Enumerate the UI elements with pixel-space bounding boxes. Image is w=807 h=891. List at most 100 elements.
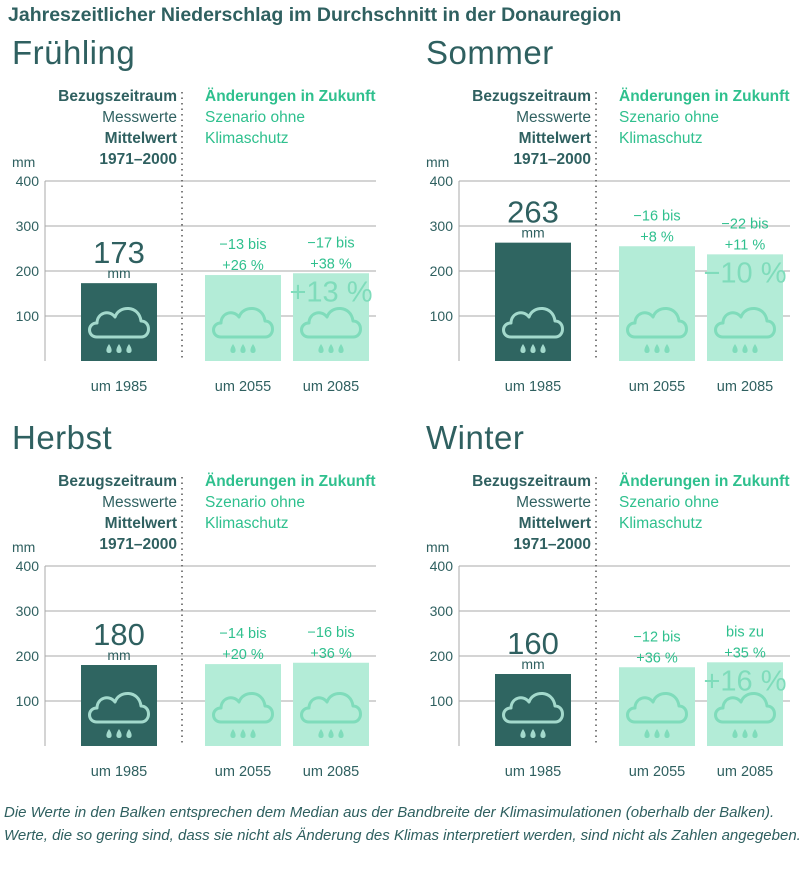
category-label: um 1985 (91, 764, 147, 780)
y-tick-label: 100 (16, 308, 40, 324)
cloud-shape (626, 307, 688, 339)
rain-cloud-icon (88, 307, 150, 353)
rain-drop (250, 344, 256, 353)
ref-line2: Messwerte (102, 109, 177, 126)
cloud-shape (88, 307, 150, 339)
cloud-shape (626, 692, 688, 724)
y-tick-label: 300 (430, 603, 454, 619)
ref-unit-label: mm (107, 647, 130, 663)
rain-cloud-icon (502, 692, 564, 738)
rain-drop (338, 729, 344, 738)
ref-value-label: 173 (93, 235, 145, 270)
y-tick-label: 400 (430, 173, 454, 189)
rain-drop (240, 344, 246, 353)
reference-legend: Bezugszeitraum Messwerte Mittelwert 1971… (472, 86, 591, 170)
rain-drop (230, 344, 236, 353)
y-axis-unit: mm (12, 539, 35, 555)
category-label: um 2085 (717, 764, 773, 780)
cloud-shape (300, 692, 362, 724)
rain-drop (126, 344, 132, 353)
ref-unit-label: mm (521, 225, 544, 241)
category-label: um 1985 (505, 379, 561, 395)
fut-line2: Szenario ohne (619, 494, 719, 511)
rain-drop (106, 729, 112, 738)
y-tick-label: 400 (16, 173, 40, 189)
rain-drop (752, 729, 758, 738)
rain-drop (742, 344, 748, 353)
change-range-label: −13 bis (219, 237, 266, 253)
rain-cloud-icon (300, 307, 362, 353)
ref-line4: 1971–2000 (99, 536, 177, 553)
rain-drop (240, 729, 246, 738)
ref-line3: Mittelwert (104, 515, 177, 532)
rain-drop (644, 344, 650, 353)
fut-line2: Szenario ohne (205, 494, 305, 511)
ref-line4: 1971–2000 (99, 151, 177, 168)
change-range-label: +11 % (725, 237, 766, 253)
rain-drop (530, 729, 536, 738)
change-range-label: −12 bis (633, 629, 680, 645)
rain-drop (520, 344, 526, 353)
main-title: Jahreszeitlicher Niederschlag im Durchsc… (8, 4, 622, 26)
ref-unit-label: mm (107, 265, 130, 281)
rain-cloud-icon (626, 307, 688, 353)
cloud-shape (502, 692, 564, 724)
change-range-label: +38 % (310, 256, 352, 272)
rain-cloud-icon (714, 307, 776, 353)
median-change-label: +16 % (703, 665, 786, 697)
rain-drop (328, 729, 334, 738)
ref-title: Bezugszeitraum (58, 88, 177, 105)
y-tick-label: 300 (16, 218, 40, 234)
rain-cloud-icon (300, 692, 362, 738)
y-axis-unit: mm (426, 154, 449, 170)
cloud-shape (714, 692, 776, 724)
rain-drop (654, 729, 660, 738)
rain-drop (732, 344, 738, 353)
rain-drop (654, 344, 660, 353)
rain-drop (230, 729, 236, 738)
category-label: um 2055 (215, 764, 271, 780)
ref-line3: Mittelwert (104, 130, 177, 147)
category-label: um 2055 (629, 379, 685, 395)
rain-drop (116, 344, 122, 353)
rain-drop (732, 729, 738, 738)
rain-drop (540, 344, 546, 353)
rain-drop (540, 729, 546, 738)
y-tick-label: 300 (430, 218, 454, 234)
y-tick-label: 200 (16, 648, 40, 664)
cloud-shape (212, 307, 274, 339)
y-tick-label: 400 (16, 558, 40, 574)
ref-title: Bezugszeitraum (58, 473, 177, 490)
season-title: Frühling (12, 34, 136, 71)
y-tick-label: 100 (430, 308, 454, 324)
change-range-label: +20 % (222, 647, 264, 663)
future-legend: Änderungen in Zukunft Szenario ohne Klim… (205, 86, 375, 149)
rain-cloud-icon (502, 307, 564, 353)
season-title: Herbst (12, 419, 113, 456)
cloud-shape (212, 692, 274, 724)
change-range-label: +26 % (222, 258, 264, 274)
rain-drop (530, 344, 536, 353)
bar (707, 254, 783, 361)
y-axis-unit: mm (426, 539, 449, 555)
y-tick-label: 200 (16, 263, 40, 279)
ref-line2: Messwerte (516, 494, 591, 511)
y-tick-label: 100 (16, 693, 40, 709)
reference-legend: Bezugszeitraum Messwerte Mittelwert 1971… (58, 86, 177, 170)
y-tick-label: 200 (430, 263, 454, 279)
change-range-label: +36 % (310, 646, 352, 662)
ref-value-label: 180 (93, 617, 145, 652)
change-range-label: −14 bis (219, 626, 266, 642)
ref-line4: 1971–2000 (513, 151, 591, 168)
season-title: Winter (426, 419, 525, 456)
rain-drop (664, 729, 670, 738)
category-label: um 2085 (717, 379, 773, 395)
category-label: um 1985 (505, 764, 561, 780)
rain-drop (318, 344, 324, 353)
season-title: Sommer (426, 34, 554, 71)
fut-line3: Klimaschutz (205, 515, 289, 532)
change-range-label: +8 % (640, 229, 674, 245)
category-label: um 2055 (629, 764, 685, 780)
